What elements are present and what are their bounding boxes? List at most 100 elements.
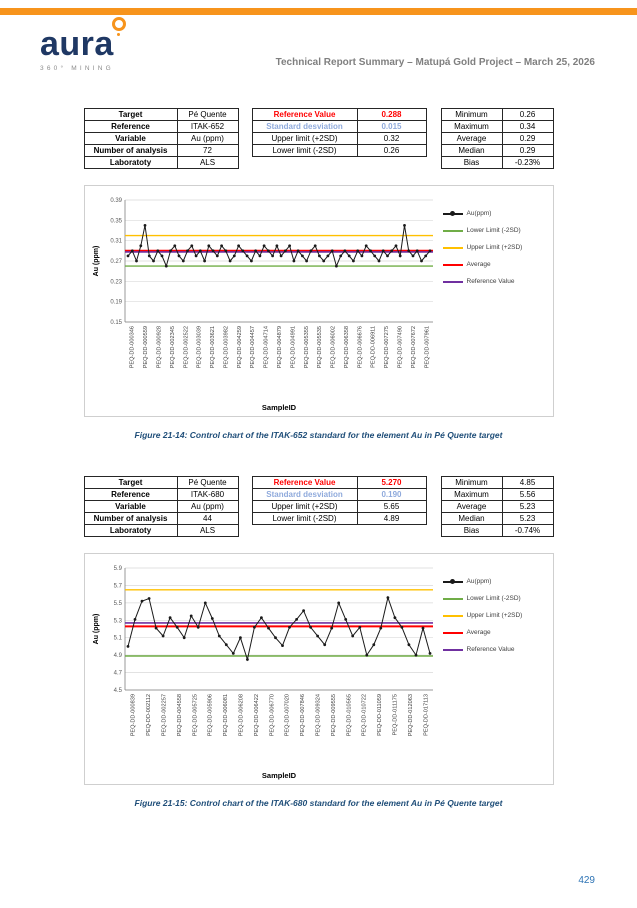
svg-text:PEQ-DD-000346: PEQ-DD-000346 [129, 326, 135, 368]
svg-text:PEQ-DD-006422: PEQ-DD-006422 [253, 694, 259, 736]
legend-line-swatch [442, 578, 463, 585]
cell-value: 0.29 [501, 144, 554, 157]
svg-text:PEQ-DD-011175: PEQ-DD-011175 [392, 694, 398, 735]
svg-text:PEQ-DD-010565: PEQ-DD-010565 [346, 694, 352, 736]
cell-value: 0.015 [356, 120, 427, 133]
cell-label: Upper limit (+2SD) [251, 132, 358, 145]
legend-line-swatch [442, 244, 463, 251]
cell-label: Laboratoty [83, 156, 178, 169]
cell-label: Maximum [440, 120, 503, 133]
svg-text:PEQ-DD-010722: PEQ-DD-010722 [361, 694, 367, 736]
cell-label: Lower limit (-2SD) [251, 144, 358, 157]
table-row: Number of analysis 44 [83, 512, 239, 525]
legend-line-swatch [442, 278, 463, 285]
reference-limits-table: Reference Value 0.288 Standard desviation… [251, 108, 427, 157]
legend-label: Au(ppm) [466, 210, 492, 217]
chart-legend: Au(ppm) Lower Limit (-2SD) Upper Limit (+2… [442, 560, 523, 782]
figure-caption: Figure 21-15: Control chart of the ITAK-… [134, 798, 503, 808]
table-row: Lower limit (-2SD) 0.26 [251, 144, 427, 157]
cell-label: Number of analysis [83, 144, 178, 157]
cell-value: Au (ppm) [176, 500, 239, 513]
cell-label: Reference Value [251, 108, 358, 121]
cell-value: 0.29 [501, 132, 554, 145]
legend-line-swatch [442, 629, 463, 636]
summary-stats-table: Minimum 0.26 Maximum 0.34 Average 0.29 Medi… [440, 108, 554, 169]
svg-text:PEQ-DD-004714: PEQ-DD-004714 [263, 326, 269, 368]
aura-logo: aura 360° MINING [40, 17, 126, 72]
cell-label: Variable [83, 132, 178, 145]
table-row: Reference Value 5.270 [251, 476, 427, 489]
svg-text:PEQ-DD-004259: PEQ-DD-004259 [236, 326, 242, 368]
legend-item: Lower Limit (-2SD) [442, 595, 523, 602]
svg-text:PEQ-DD-005535: PEQ-DD-005535 [317, 326, 323, 368]
table-row: Maximum 0.34 [440, 120, 554, 133]
table-row: Bias -0.74% [440, 524, 554, 537]
cell-value: 72 [176, 144, 239, 157]
svg-text:PEQ-DD-000928: PEQ-DD-000928 [156, 326, 162, 368]
cell-value: 0.32 [356, 132, 427, 145]
cell-value: Pé Quente [176, 476, 239, 489]
table-row: Target Pé Quente [83, 476, 239, 489]
legend-line-swatch [442, 210, 463, 217]
table-row: Median 0.29 [440, 144, 554, 157]
table-row: Target Pé Quente [83, 108, 239, 121]
svg-text:0.35: 0.35 [110, 218, 122, 224]
legend-label: Reference Value [466, 278, 515, 285]
control-chart-plot: 0.15 0.19 0.23 0.27 0.31 0.35 0.39 PEQ-DD-00034… [93, 198, 433, 412]
svg-text:PEQ-DD-007490: PEQ-DD-007490 [397, 326, 403, 368]
cell-value: 0.288 [356, 108, 427, 121]
legend-line-swatch [442, 261, 463, 268]
cell-label: Reference [83, 120, 178, 133]
cell-value: 4.85 [501, 476, 554, 489]
svg-text:PEQ-DD-006911: PEQ-DD-006911 [370, 326, 376, 368]
legend-label: Upper Limit (+2SD) [466, 612, 523, 619]
figure-21-15-section: Target Pé Quente Reference ITAK-680 Variab… [83, 476, 554, 808]
table-row: Reference Value 0.288 [251, 108, 427, 121]
cell-value: 5.23 [501, 500, 554, 513]
legend-item: Au(ppm) [442, 578, 523, 585]
svg-text:SampleID: SampleID [261, 771, 296, 780]
svg-text:PEQ-DD-002345: PEQ-DD-002345 [169, 326, 175, 368]
svg-text:5.5: 5.5 [113, 601, 122, 607]
logo-wordmark: aura [40, 25, 114, 63]
legend-line-swatch [442, 612, 463, 619]
svg-text:PEQ-DD-012063: PEQ-DD-012063 [407, 694, 413, 736]
legend-label: Reference Value [466, 646, 515, 653]
legend-item: Average [442, 629, 523, 636]
cell-label: Reference [83, 488, 178, 501]
logo-tagline: 360° MINING [40, 65, 114, 72]
svg-text:5.1: 5.1 [113, 636, 122, 642]
cell-value: Pé Quente [176, 108, 239, 121]
svg-text:5.9: 5.9 [113, 566, 122, 572]
table-row: Average 5.23 [440, 500, 554, 513]
table-row: Laboratoty ALS [83, 156, 239, 169]
cell-value: 0.34 [501, 120, 554, 133]
tables-row: Target Pé Quente Reference ITAK-680 Variab… [83, 476, 554, 537]
cell-label: Maximum [440, 488, 503, 501]
svg-text:PEQ-DD-006208: PEQ-DD-006208 [238, 694, 244, 736]
table-row: Laboratoty ALS [83, 524, 239, 537]
svg-text:0.19: 0.19 [110, 300, 122, 306]
control-chart-itak-652: 0.15 0.19 0.23 0.27 0.31 0.35 0.39 PEQ-DD-00034… [83, 185, 554, 417]
top-accent-bar [0, 8, 637, 15]
cell-label: Median [440, 144, 503, 157]
svg-text:PEQ-DD-004457: PEQ-DD-004457 [250, 326, 256, 368]
svg-text:Au (ppm): Au (ppm) [93, 246, 100, 277]
cell-label: Standard desviation [251, 120, 358, 133]
legend-item: Average [442, 261, 523, 268]
cell-label: Laboratoty [83, 524, 178, 537]
legend-item: Upper Limit (+2SD) [442, 244, 522, 251]
legend-line-swatch [442, 227, 463, 234]
svg-text:4.7: 4.7 [113, 671, 122, 677]
svg-text:PEQ-DD-007672: PEQ-DD-007672 [410, 326, 416, 368]
svg-text:0.39: 0.39 [110, 198, 122, 204]
table-row: Upper limit (+2SD) 0.32 [251, 132, 427, 145]
table-row: Average 0.29 [440, 132, 554, 145]
legend-item: Reference Value [442, 646, 523, 653]
cell-value: ITAK-652 [176, 120, 239, 133]
cell-label: Standard desviation [251, 488, 358, 501]
cell-label: Bias [440, 156, 503, 169]
svg-text:SampleID: SampleID [261, 403, 296, 412]
legend-line-swatch [442, 595, 463, 602]
svg-text:PEQ-DD-006002: PEQ-DD-006002 [330, 326, 336, 368]
